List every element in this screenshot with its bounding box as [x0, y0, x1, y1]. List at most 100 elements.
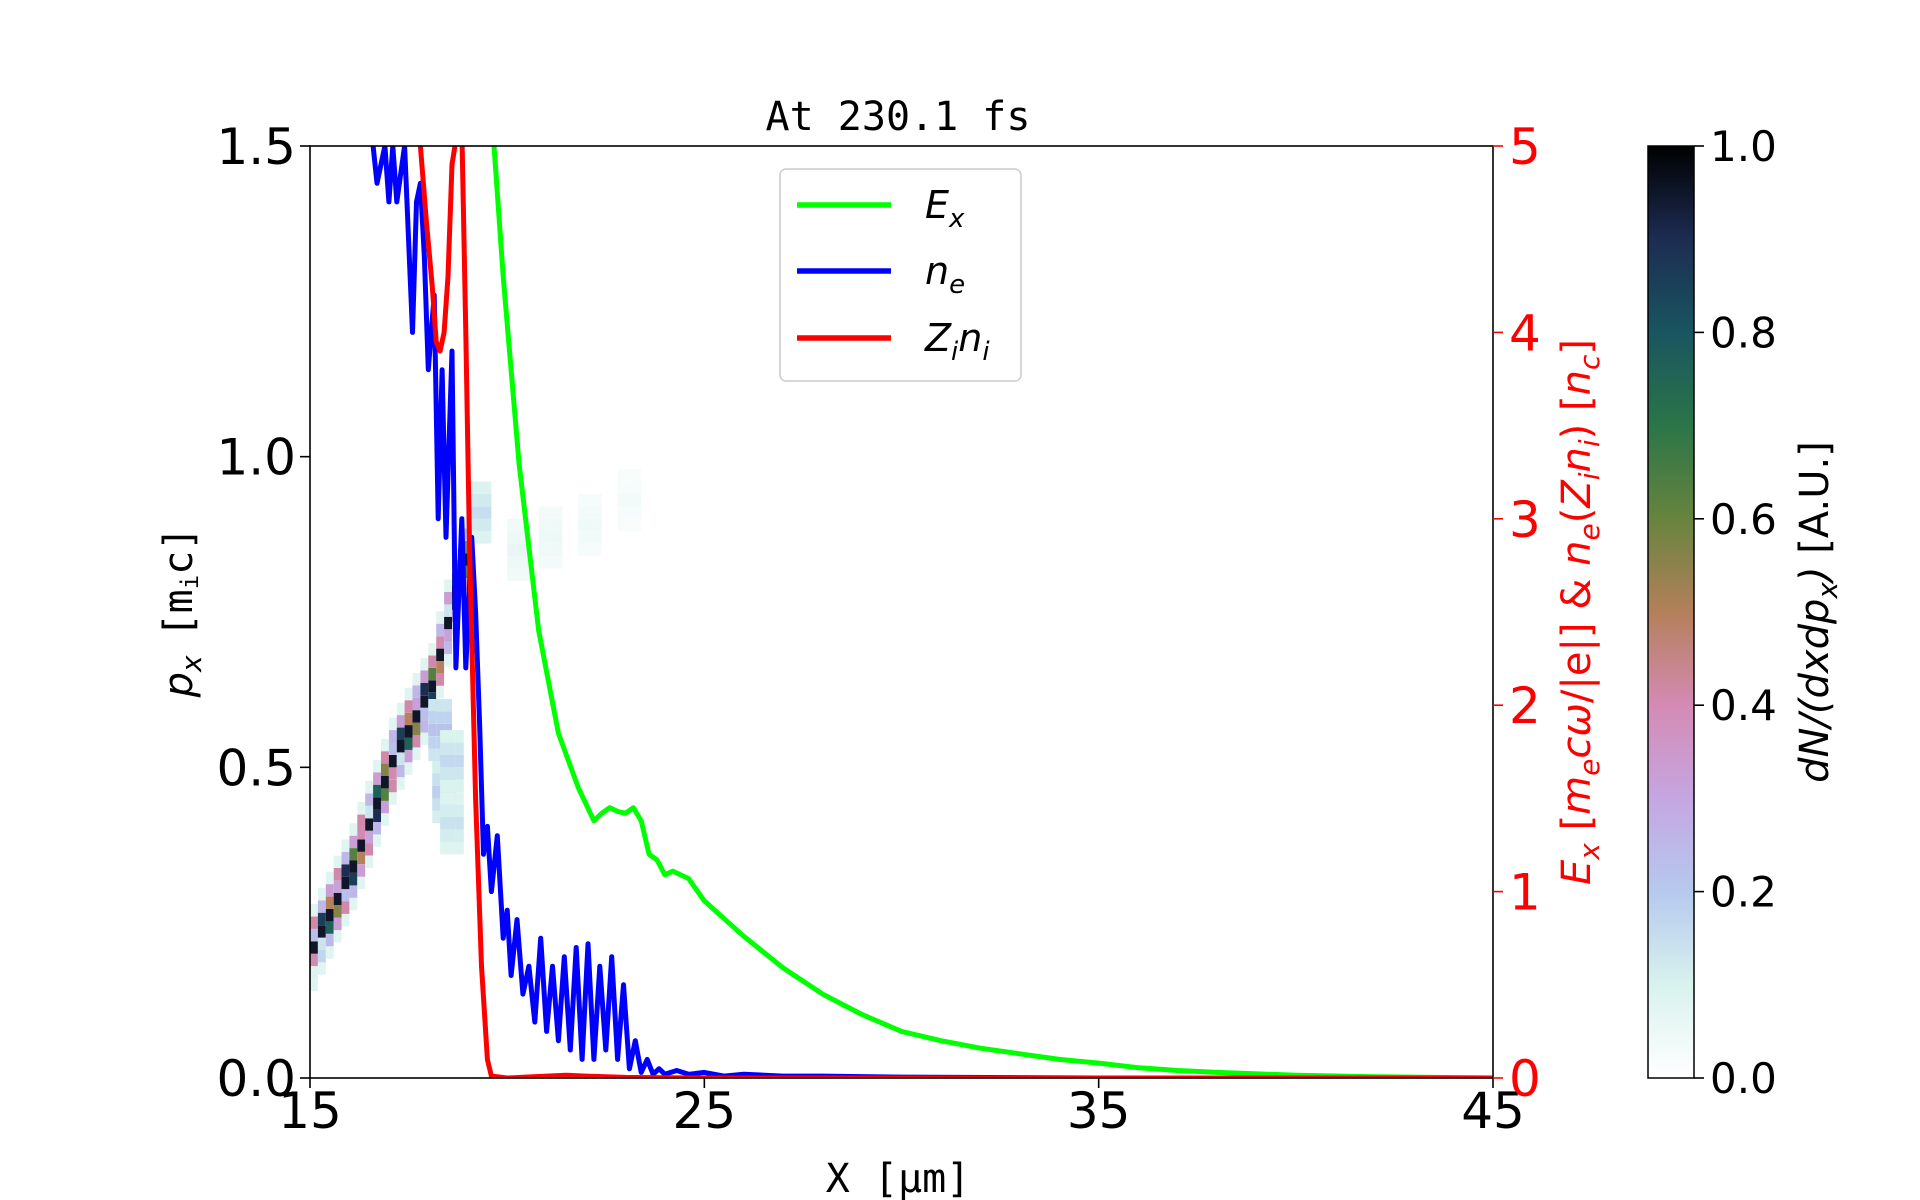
- phase-halo-cell: [522, 556, 531, 569]
- phase-cell: [444, 654, 452, 667]
- phase-cell: [388, 730, 397, 743]
- phase-halo-cell: [586, 493, 594, 507]
- phase-halo-cell: [455, 804, 464, 817]
- x-axis-ticks: 15 25 35 45: [278, 1078, 1525, 1140]
- phase-cell: [412, 722, 421, 735]
- phase-halo-cell: [448, 804, 456, 817]
- phase-cell: [420, 732, 429, 745]
- phase-halo-cell: [625, 481, 634, 494]
- phase-cell: [357, 851, 366, 865]
- phase-halo-cell: [554, 556, 563, 569]
- phase-cell: [365, 805, 374, 819]
- phase-cell: [317, 925, 326, 938]
- x-tick-label: 35: [1067, 1082, 1131, 1140]
- phase-halo-cell: [538, 531, 547, 544]
- phase-cell: [436, 685, 445, 699]
- plot-frame: [309, 145, 1494, 1079]
- phase-cell: [310, 904, 318, 917]
- phase-cell: [333, 917, 342, 931]
- legend-label-zini: Zini: [924, 316, 990, 367]
- phase-halo-cell: [617, 469, 626, 482]
- phase-cell: [388, 717, 397, 730]
- phase-cell: [388, 779, 397, 793]
- phase-halo-cell: [522, 568, 531, 581]
- phase-cell: [325, 933, 334, 947]
- phase-halo-cell: [436, 723, 445, 737]
- phase-cell: [365, 793, 374, 806]
- phase-halo-cell: [448, 742, 456, 755]
- phase-halo-cell: [444, 699, 452, 712]
- phase-cell: [349, 873, 358, 886]
- phase-cell: [396, 740, 405, 753]
- phase-halo-cell: [586, 506, 594, 519]
- phase-halo-cell: [440, 767, 448, 780]
- phase-cell: [428, 667, 437, 681]
- phase-halo-cell: [507, 518, 516, 532]
- phase-cell: [436, 673, 445, 686]
- phase-cell: [396, 727, 405, 740]
- phase-cell: [388, 742, 397, 755]
- phase-cell: [365, 843, 374, 856]
- phase-cell: [349, 897, 358, 911]
- phase-cell: [436, 611, 445, 624]
- phase-cell: [388, 754, 397, 768]
- phase-cell: [420, 682, 429, 696]
- chart-title: At 230.1 fs: [766, 94, 1031, 140]
- legend: Ex ne Zini: [779, 168, 1022, 382]
- phase-cell: [365, 855, 374, 868]
- phase-cell: [444, 616, 452, 630]
- phase-halo-cell: [428, 711, 437, 724]
- phase-halo-cell: [538, 543, 547, 557]
- phase-cell: [341, 901, 350, 914]
- phase-halo-cell: [467, 506, 476, 519]
- phase-halo-cell: [617, 481, 626, 494]
- phase-cell: [310, 966, 318, 979]
- phase-halo-cell: [448, 754, 456, 768]
- phase-cell: [333, 880, 342, 893]
- phase-halo-cell: [586, 543, 594, 557]
- phase-halo-cell: [507, 556, 516, 569]
- phase-cell: [381, 776, 389, 789]
- phase-halo-cell: [546, 518, 555, 532]
- phase-cell: [404, 749, 413, 763]
- series-ex-line: [491, 146, 1493, 1078]
- phase-halo-cell: [455, 779, 464, 793]
- phase-halo-cell: [475, 481, 484, 494]
- phase-cell: [325, 909, 334, 922]
- phase-halo-cell: [593, 518, 602, 532]
- phase-halo-cell: [483, 531, 492, 544]
- phase-cell: [381, 751, 389, 764]
- series-lines: [370, 146, 1493, 1078]
- phase-halo-cell: [428, 748, 437, 762]
- phase-halo-cell: [483, 518, 492, 532]
- phase-cell: [396, 702, 405, 716]
- phase-cell: [349, 885, 358, 898]
- phase-halo-cell: [448, 730, 456, 743]
- phase-halo-cell: [546, 506, 555, 519]
- phase-halo-cell: [440, 804, 448, 817]
- legend-label-ex: Ex: [925, 183, 965, 234]
- left-tick-label: 1.0: [216, 429, 296, 487]
- phase-halo-cell: [448, 829, 456, 842]
- phase-halo-cell: [440, 817, 448, 830]
- phase-halo-cell: [483, 506, 492, 519]
- phase-halo-cell: [432, 761, 441, 774]
- phase-halo-cell: [436, 699, 445, 712]
- phase-halo-cell: [448, 792, 456, 805]
- right-axis-label: Ex [mecω/|e|] & ne(Zini) [nc]: [1554, 339, 1606, 885]
- phase-halo-cell: [475, 531, 484, 544]
- phase-cell: [444, 592, 452, 605]
- phase-cell: [428, 655, 437, 668]
- phase-halo-cell: [507, 531, 516, 544]
- phase-cell: [444, 604, 452, 617]
- phase-cell: [310, 953, 318, 967]
- phase-cell: [404, 687, 413, 701]
- phase-cell: [341, 839, 350, 852]
- phase-cell: [333, 868, 342, 881]
- phase-cell: [317, 962, 326, 975]
- phase-cell: [373, 759, 381, 773]
- phase-cell: [412, 697, 421, 711]
- phase-cell: [381, 788, 389, 801]
- phase-halo-cell: [617, 506, 626, 519]
- phase-cell: [310, 928, 318, 942]
